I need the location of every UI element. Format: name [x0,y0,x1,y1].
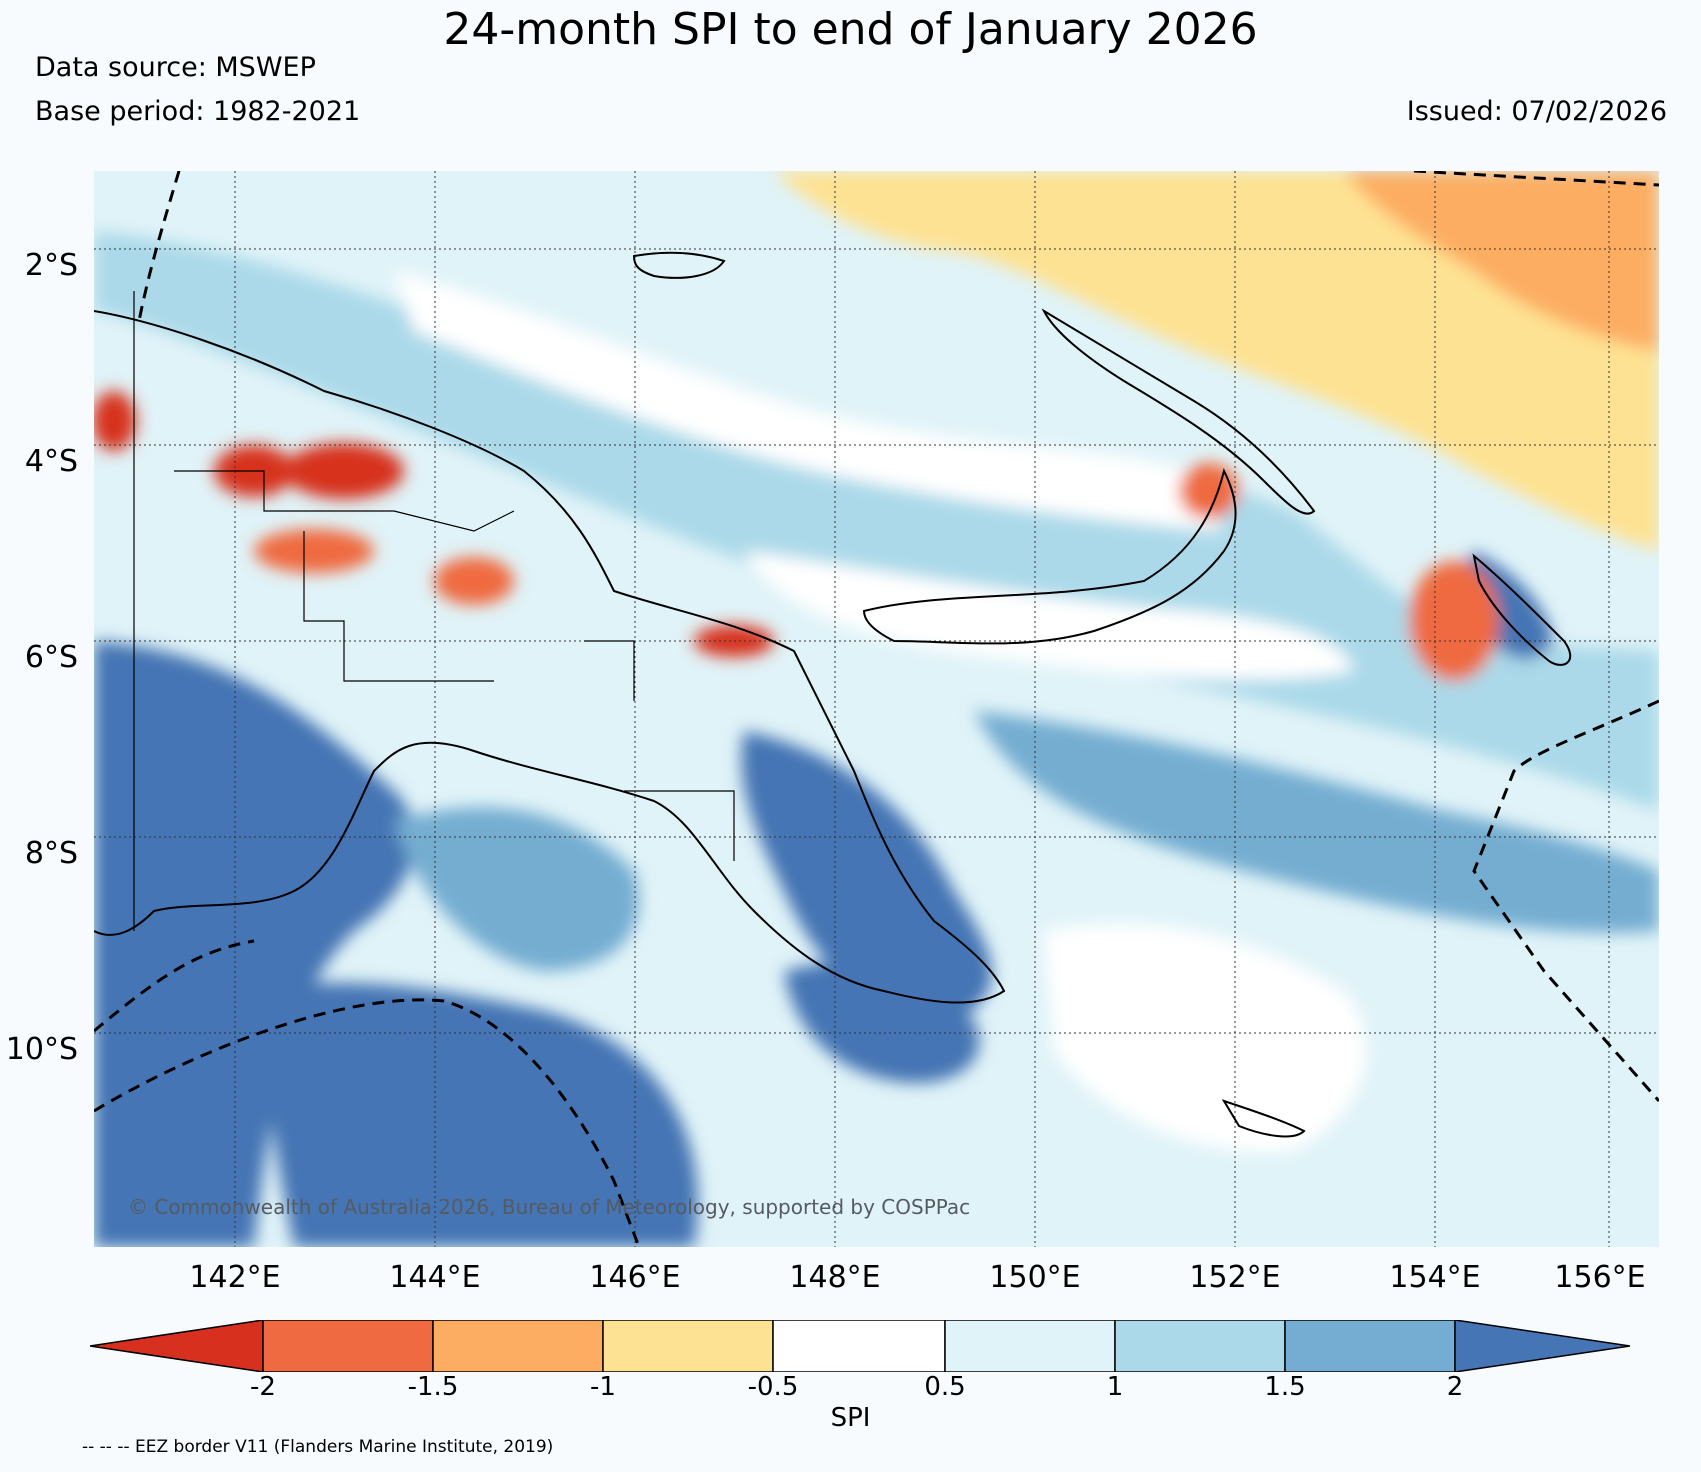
dry-spot-highlands-2 [284,443,404,499]
new-britain-coast [862,468,1237,645]
issued-date-label: Issued: 07/02/2026 [1406,96,1667,127]
lon-label-152e: 152°E [1189,1260,1281,1295]
eez-north [1413,171,1659,187]
wet-region-southwest [94,641,415,1247]
near-normal-zone-central [744,551,1354,680]
dry-spot-solomons [1409,561,1499,681]
wet-region-southeast [741,731,992,1022]
base-period-label: Base period: 1982-2021 [35,96,361,127]
dry-spot-highlands-4 [434,557,514,605]
data-source-label: Data source: MSWEP [35,52,316,83]
new-ireland-coast [1041,308,1316,515]
colorbar-arrow-low [90,1320,264,1372]
colorbar-bin-6 [1114,1320,1286,1372]
new-guinea-coast [94,310,1006,1004]
coastlines [94,251,1572,1138]
colorbar-bin-2 [432,1320,604,1372]
lat-label-10s: 10°S [5,1032,78,1067]
near-normal-zone-south [1044,923,1367,1153]
lon-label-144e: 144°E [389,1260,481,1295]
colorbar-bin-5 [944,1320,1116,1372]
spi-field [94,171,1659,1247]
colorbar-bin-4 [772,1320,946,1372]
dry-spot-west-coast [94,391,136,451]
eez-east [1472,699,1659,1102]
province-borders [133,291,735,931]
colorbar-tick-0-5: 0.5 [924,1372,966,1402]
dry-spot-highlands-3 [254,529,374,573]
eez-south-west [94,939,255,1033]
lat-label-8s: 8°S [24,836,78,871]
dry-region-northeast [774,171,1659,551]
lat-label-6s: 6°S [24,640,78,675]
colorbar-tick-neg2: -2 [250,1372,276,1402]
lon-label-142e: 142°E [189,1260,281,1295]
spi-map [94,171,1659,1247]
lon-label-156e: 156°E [1554,1260,1646,1295]
colorbar-label: SPI [830,1403,871,1433]
colorbar-tick-neg1: -1 [590,1372,616,1402]
colorbar-tick-1-5: 1.5 [1264,1372,1306,1402]
colorbar-bin-7 [1284,1320,1456,1372]
lon-label-146e: 146°E [589,1260,681,1295]
eez-borders [94,171,1659,1247]
eez-torres [94,998,641,1247]
bougainville-coast [1472,553,1572,666]
colorbar-tick-neg1-5: -1.5 [407,1372,459,1402]
louisiade-coast [1221,1099,1306,1138]
near-normal-zone-north [394,271,1224,531]
wet-region-papua [784,963,980,1083]
spi-colorbar [90,1320,1630,1372]
colorbar-bin-3 [602,1320,774,1372]
wet-region-torres [254,982,698,1247]
wet-region-solomon-sea [974,711,1659,933]
colorbar-tick-1: 1 [1106,1372,1124,1402]
eez-legend-note: -- -- -- EEZ border V11 (Flanders Marine… [82,1437,554,1457]
colorbar-bin-1 [262,1320,434,1372]
wet-region-gulf [394,807,640,971]
colorbar-tick-neg0-5: -0.5 [747,1372,799,1402]
dry-spot-new-britain [1179,463,1239,519]
colorbar-tick-2: 2 [1446,1372,1464,1402]
manus-coast [632,251,726,279]
colorbar-arrow-high [1454,1320,1630,1372]
lon-label-148e: 148°E [789,1260,881,1295]
lon-label-150e: 150°E [989,1260,1081,1295]
dry-region-northeast-core [1344,171,1659,351]
lat-label-4s: 4°S [24,444,78,479]
graticule [94,171,1659,1247]
copyright-notice: © Commonwealth of Australia 2026, Bureau… [128,1195,971,1219]
lon-label-154e: 154°E [1389,1260,1481,1295]
lat-label-2s: 2°S [24,248,78,283]
map-title: 24-month SPI to end of January 2026 [443,4,1258,55]
